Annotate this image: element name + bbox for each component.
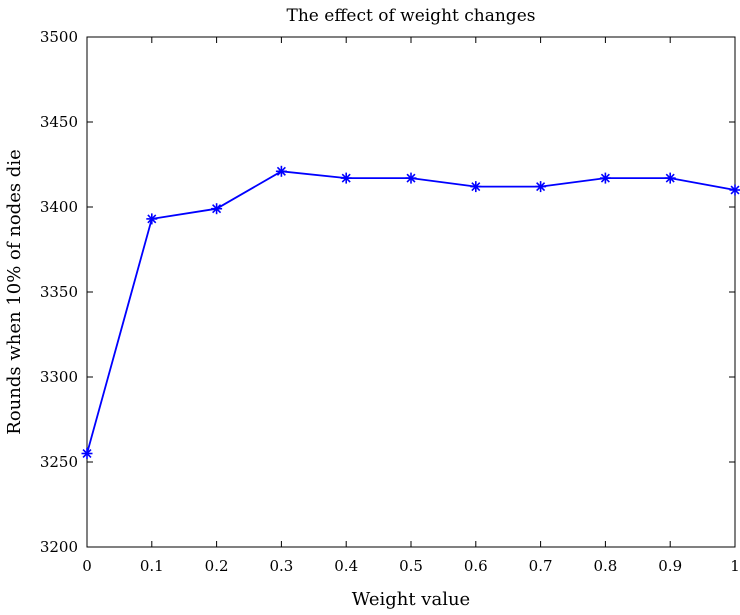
data-point-marker: [146, 213, 158, 225]
x-tick-label: 0.7: [529, 557, 553, 575]
y-tick-label: 3450: [40, 113, 78, 131]
y-tick-label: 3300: [40, 368, 78, 386]
data-point-marker: [599, 172, 611, 184]
y-tick-label: 3400: [40, 198, 78, 216]
x-tick-label: 0.6: [464, 557, 488, 575]
data-point-marker: [81, 448, 93, 459]
plot-area-frame: [86, 36, 736, 548]
x-axis: 0 0.1 0.2 0.3 0.4 0.5 0.6 0.7 0.8 0.9 1: [82, 37, 740, 575]
y-axis: 3200 3250 3300 3350 3400 3450 3500: [40, 28, 735, 556]
x-tick-label: 0.1: [140, 557, 164, 575]
x-axis-label: Weight value: [352, 589, 470, 610]
data-point-marker: [211, 203, 223, 215]
data-point-marker: [275, 165, 287, 177]
data-point-marker: [340, 172, 352, 184]
y-tick-label: 3200: [40, 538, 78, 556]
x-tick-label: 1: [730, 557, 740, 575]
x-tick-label: 0.5: [399, 557, 423, 575]
x-tick-label: 0.2: [205, 557, 229, 575]
y-tick-label: 3350: [40, 283, 78, 301]
x-tick-label: 0: [82, 557, 92, 575]
x-tick-label: 0.9: [658, 557, 682, 575]
data-point-marker: [405, 172, 417, 184]
data-point-marker: [664, 172, 676, 184]
data-point-marker: [470, 181, 482, 193]
x-tick-label: 0.3: [269, 557, 293, 575]
y-tick-label: 3250: [40, 453, 78, 471]
x-tick-label: 0.4: [334, 557, 358, 575]
series-group: [81, 165, 740, 459]
data-point-marker: [535, 181, 547, 193]
x-tick-label: 0.8: [593, 557, 617, 575]
y-axis-label: Rounds when 10% of nodes die: [4, 149, 25, 434]
y-tick-label: 3500: [40, 28, 78, 46]
chart-title: The effect of weight changes: [287, 6, 536, 26]
data-point-marker: [729, 184, 740, 196]
series-line: [86, 170, 736, 454]
